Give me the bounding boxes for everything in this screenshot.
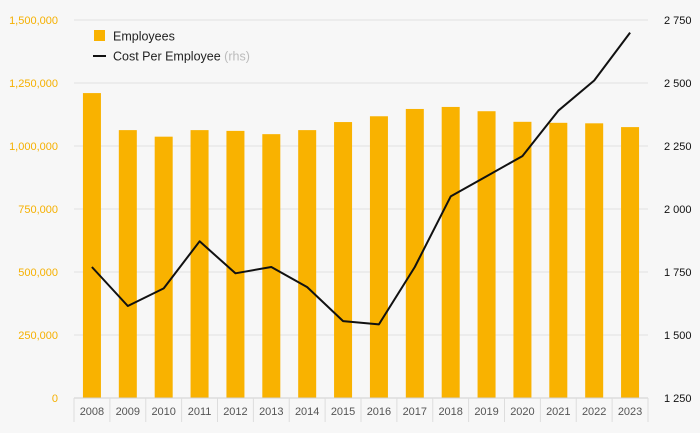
x-tick-label: 2017 — [403, 406, 427, 418]
x-tick-label: 2020 — [510, 406, 534, 418]
employees-bar — [549, 122, 568, 398]
x-tick-label: 2022 — [582, 406, 606, 418]
cost-line — [91, 32, 631, 326]
y-right-tick-label: 1 500 — [664, 330, 692, 342]
employees-bar — [82, 93, 101, 398]
employees-bar — [513, 121, 532, 399]
employees-bar — [334, 122, 353, 398]
legend-note: (rhs) — [221, 50, 250, 64]
employees-bar — [226, 130, 245, 398]
employees-bar — [441, 106, 460, 398]
y-left-tick-label: 250,000 — [18, 330, 58, 342]
x-tick-label: 2023 — [618, 406, 642, 418]
x-tick-label: 2009 — [116, 406, 140, 418]
x-tick-label: 2019 — [474, 406, 498, 418]
x-tick-label: 2011 — [188, 406, 212, 418]
x-tick-label: 2015 — [331, 406, 355, 418]
x-tick-label: 2012 — [223, 406, 247, 418]
y-left-tick-label: 1,500,000 — [9, 15, 58, 27]
axes: 0 250,000 500,000 750,000 1,000,000 1,250,000… — [9, 15, 692, 422]
employees-bar — [118, 130, 137, 398]
legend-label: Employees — [113, 30, 175, 44]
y-right-tick-label: 2 500 — [664, 78, 692, 90]
y-right-tick-label: 2 250 — [664, 141, 692, 153]
x-tick-label: 2010 — [151, 406, 175, 418]
x-tick-label: 2013 — [259, 406, 283, 418]
employees-bar — [369, 116, 388, 398]
employees-bar — [154, 136, 173, 398]
x-tick-label: 2016 — [367, 406, 391, 418]
legend-label: Cost Per Employee (rhs) — [113, 50, 250, 64]
x-tick-label: 2018 — [438, 406, 462, 418]
cost-per-employee-line — [91, 32, 631, 326]
employees-bar — [585, 123, 604, 398]
employees-bar — [298, 130, 317, 398]
legend-employees-swatch — [94, 30, 105, 41]
y-left-tick-label: 0 — [52, 393, 58, 405]
y-left-tick-label: 1,000,000 — [9, 141, 58, 153]
employees-bar — [621, 127, 640, 398]
employees-bar — [477, 111, 496, 398]
y-right-tick-label: 1 250 — [664, 393, 692, 405]
x-tick-label: 2008 — [80, 406, 104, 418]
x-tick-label: 2014 — [295, 406, 319, 418]
y-left-tick-label: 750,000 — [18, 204, 58, 216]
x-tick-label: 2021 — [546, 406, 570, 418]
legend: Employees Cost Per Employee (rhs) — [93, 30, 250, 64]
bars — [82, 93, 640, 399]
y-right-tick-label: 1 750 — [664, 267, 692, 279]
y-left-tick-label: 500,000 — [18, 267, 58, 279]
employees-bar — [190, 130, 209, 398]
y-right-tick-label: 2 750 — [664, 15, 692, 27]
y-right-tick-label: 2 000 — [664, 204, 692, 216]
y-left-tick-label: 1,250,000 — [9, 78, 58, 90]
employees-bar — [405, 108, 424, 399]
